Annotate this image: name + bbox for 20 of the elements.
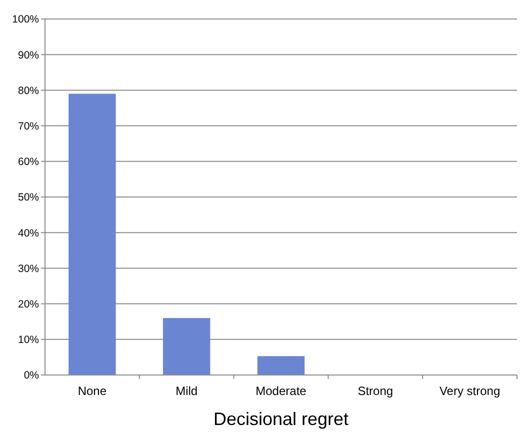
x-tick-label: Moderate	[256, 384, 307, 398]
bar	[163, 318, 210, 375]
bar	[68, 94, 116, 375]
x-tick-label: Mild	[176, 384, 198, 398]
y-tick-label: 30%	[18, 262, 39, 275]
y-tick-label: 90%	[18, 49, 39, 62]
y-tick-label: 20%	[18, 298, 39, 310]
y-tick-label: 50%	[18, 192, 39, 204]
x-tick-label: Very strong	[439, 384, 500, 398]
y-tick-label: 60%	[18, 156, 39, 168]
y-tick-label: 0%	[24, 370, 39, 382]
bar	[257, 356, 305, 375]
y-tick-label: 40%	[18, 227, 39, 240]
x-tick-label: None	[78, 384, 107, 398]
y-tick-label: 10%	[18, 334, 39, 346]
x-axis-title: Decisional regret	[213, 409, 349, 429]
x-tick-label: Strong	[358, 384, 394, 398]
y-tick-label: 70%	[18, 120, 39, 132]
y-tick-label: 80%	[18, 84, 39, 97]
y-tick-label: 100%	[12, 14, 39, 26]
